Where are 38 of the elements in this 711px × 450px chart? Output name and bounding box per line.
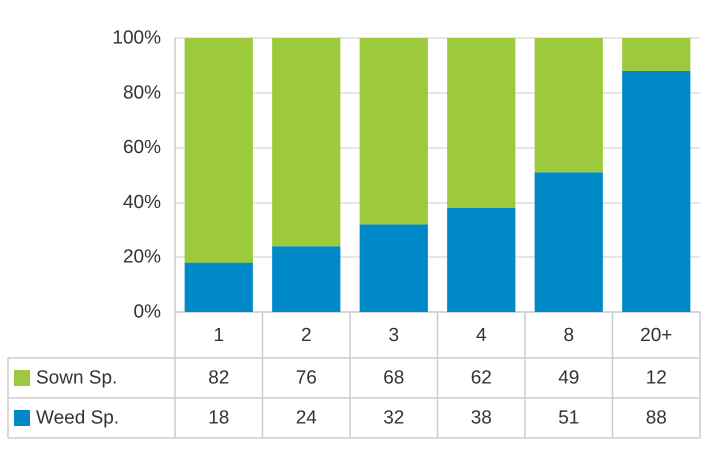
data-label: 32 bbox=[383, 408, 404, 428]
x-tick-label: 8 bbox=[563, 325, 574, 346]
bar bbox=[622, 38, 690, 71]
bar bbox=[447, 208, 516, 312]
y-tick-label: 60% bbox=[122, 137, 162, 158]
data-label: 24 bbox=[296, 408, 318, 428]
x-tick-label: 20+ bbox=[640, 325, 672, 346]
data-label: 12 bbox=[646, 368, 667, 388]
data-label: 51 bbox=[558, 408, 580, 428]
bar bbox=[622, 70, 690, 312]
data-label: 76 bbox=[296, 368, 317, 388]
bar bbox=[360, 224, 428, 312]
bar bbox=[447, 38, 516, 208]
y-tick-label: 20% bbox=[122, 246, 162, 268]
data-label: 18 bbox=[208, 408, 230, 428]
bar bbox=[184, 262, 253, 312]
x-tick-label: 1 bbox=[213, 325, 224, 346]
bar bbox=[534, 172, 603, 312]
y-tick-label: 0% bbox=[134, 302, 162, 322]
bar bbox=[272, 246, 340, 312]
legend-label: Sown Sp. bbox=[36, 368, 118, 388]
data-label: 88 bbox=[646, 408, 667, 428]
x-tick-label: 2 bbox=[300, 325, 312, 346]
y-tick-label: 80% bbox=[122, 82, 162, 104]
data-label: 49 bbox=[558, 368, 580, 388]
x-tick-label: 4 bbox=[476, 325, 487, 346]
bar bbox=[360, 38, 428, 224]
legend-label: Weed Sp. bbox=[36, 408, 120, 428]
data-label: 38 bbox=[470, 408, 492, 428]
bar bbox=[272, 38, 340, 246]
bar bbox=[184, 38, 253, 263]
data-label: 82 bbox=[208, 368, 230, 388]
bar bbox=[534, 38, 603, 172]
data-label: 62 bbox=[470, 368, 492, 388]
y-tick-label: 100% bbox=[112, 28, 162, 48]
data-label: 68 bbox=[383, 368, 404, 388]
x-tick-label: 3 bbox=[388, 325, 400, 346]
y-tick-label: 40% bbox=[122, 192, 162, 213]
